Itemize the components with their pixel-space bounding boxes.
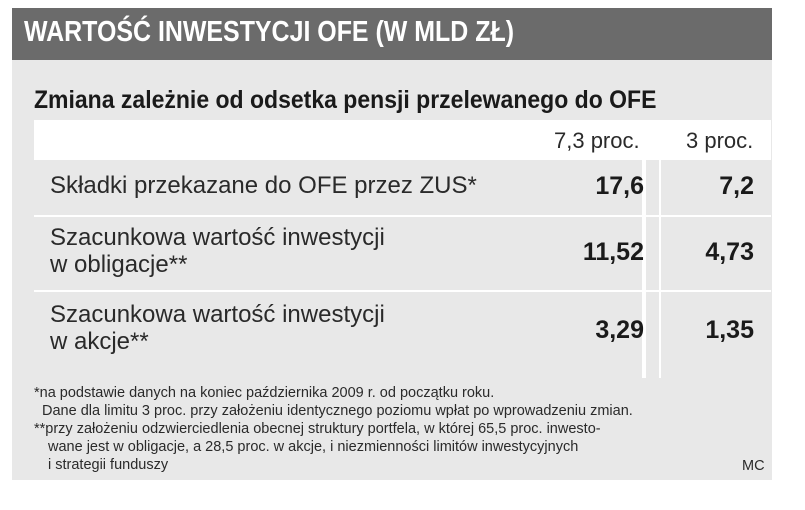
data-table: 7,3 proc. 3 proc. Składki przekazane do … [34,120,771,378]
row-label-akcje: Szacunkowa wartość inwestycji w akcje** [50,301,385,355]
column-separator-1 [642,160,646,378]
column-separator-2 [659,160,661,378]
chart-title: WARTOŚĆ INWESTYCJI OFE (W MLD ZŁ) [24,16,514,48]
footnote-line: **przy założeniu odzwierciedlenia obecne… [34,421,601,437]
row-label-line: w obligacje** [50,251,188,278]
footnote-line: Dane dla limitu 3 proc. przy założeniu i… [42,403,633,419]
row-separator-1 [34,215,771,217]
column-header-3-proc: 3 proc. [686,128,754,153]
row-label-line: Szacunkowa wartość inwestycji [50,224,385,251]
value-akcje-3: 1,35 [705,316,754,344]
author-credit: MC [742,458,765,474]
value-obligacje-3: 4,73 [705,238,754,266]
row-separator-2 [34,290,771,292]
footnote-line: wane jest w obligacje, a 28,5 proc. w ak… [48,439,579,455]
row-label-line: Składki przekazane do OFE przez ZUS* [50,172,477,199]
row-label-skladki: Składki przekazane do OFE przez ZUS* [50,172,477,199]
row-label-obligacje: Szacunkowa wartość inwestycji w obligacj… [50,224,385,278]
row-label-line: Szacunkowa wartość inwestycji [50,301,385,328]
value-skladki-7-3: 17,6 [595,172,644,200]
chart-subtitle: Zmiana zależnie od odsetka pensji przele… [34,86,657,114]
column-header-7-3-proc: 7,3 proc. [554,128,640,153]
value-obligacje-7-3: 11,52 [582,238,644,266]
value-skladki-3: 7,2 [719,172,754,200]
infographic-panel: WARTOŚĆ INWESTYCJI OFE (W MLD ZŁ) Zmiana… [12,8,772,480]
table-header-band [34,120,771,160]
footnote-line: i strategii funduszy [48,457,169,473]
title-bar: WARTOŚĆ INWESTYCJI OFE (W MLD ZŁ) [12,8,772,60]
footnote-line: *na podstawie danych na koniec październ… [34,385,495,401]
value-akcje-7-3: 3,29 [595,316,644,344]
row-label-line: w akcje** [50,328,149,355]
